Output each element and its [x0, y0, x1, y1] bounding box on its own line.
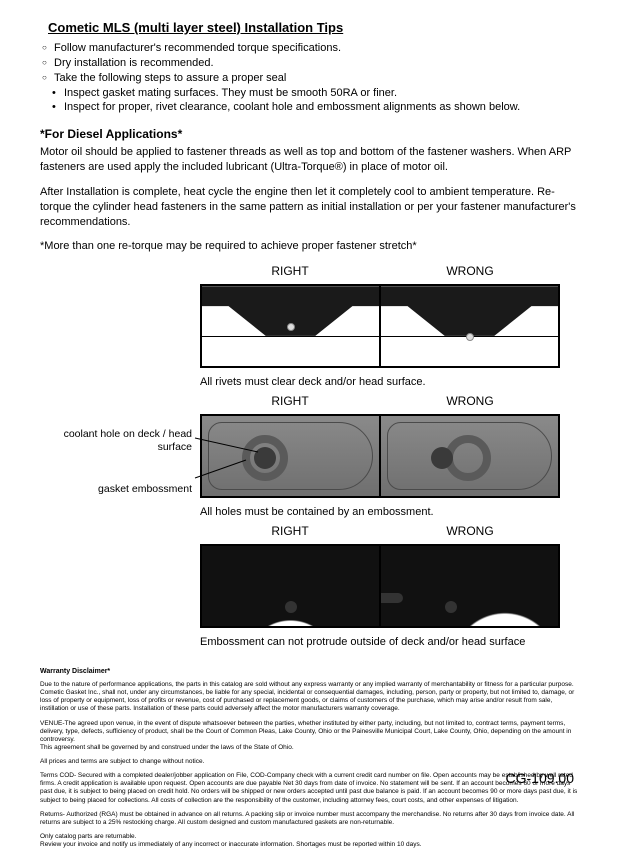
bullet-item: Follow manufacturer's recommended torque…: [42, 41, 578, 56]
caption-embossment: Embossment can not protrude outside of d…: [200, 636, 560, 648]
main-bullet-list: Follow manufacturer's recommended torque…: [42, 41, 578, 86]
diagram-row-rivets: RIGHT WRONG All rivets must clear deck a…: [40, 264, 578, 388]
diesel-heading: *For Diesel Applications*: [40, 127, 578, 141]
label-wrong: WRONG: [380, 524, 560, 538]
diesel-paragraph-1: Motor oil should be applied to fastener …: [40, 145, 578, 175]
diagram-row-embossment: RIGHT WRONG Embossment can not protrude …: [40, 524, 578, 648]
diagram-section: RIGHT WRONG All rivets must clear deck a…: [40, 264, 578, 648]
diagram-hole-right: [200, 414, 381, 498]
warranty-disclaimer: Warranty Disclaimer* Due to the nature o…: [40, 668, 578, 849]
sub-bullet-item: Inspect for proper, rivet clearance, coo…: [52, 100, 578, 115]
bullet-item: Dry installation is recommended.: [42, 56, 578, 71]
sub-bullet-item: Inspect gasket mating surfaces. They mus…: [52, 86, 578, 101]
callout-gasket-embossment: gasket embossment: [40, 483, 192, 496]
document-code: CG-109.00: [506, 770, 574, 786]
diagram-emboss-right: [200, 544, 381, 628]
sub-bullet-list: Inspect gasket mating surfaces. They mus…: [52, 86, 578, 116]
caption-holes: All holes must be contained by an emboss…: [200, 506, 560, 518]
diagram-rivet-wrong: [381, 284, 560, 368]
disclaimer-paragraph: Returns- Authorized (RGA) must be obtain…: [40, 811, 578, 827]
diagram-hole-wrong: [381, 414, 560, 498]
label-right: RIGHT: [200, 264, 380, 278]
diagram-row-holes: coolant hole on deck / head surface gask…: [40, 394, 578, 518]
diesel-note: *More than one re-torque may be required…: [40, 239, 578, 254]
diesel-paragraph-2: After Installation is complete, heat cyc…: [40, 185, 578, 230]
caption-rivets: All rivets must clear deck and/or head s…: [200, 376, 560, 388]
diagram-rivet-right: [200, 284, 381, 368]
label-wrong: WRONG: [380, 394, 560, 408]
bullet-item: Take the following steps to assure a pro…: [42, 71, 578, 86]
disclaimer-paragraph: Due to the nature of performance applica…: [40, 681, 578, 714]
disclaimer-paragraph: All prices and terms are subject to chan…: [40, 758, 578, 766]
label-wrong: WRONG: [380, 264, 560, 278]
disclaimer-paragraph: Only catalog parts are returnable. Revie…: [40, 833, 578, 849]
disclaimer-paragraph: VENUE-The agreed upon venue, in the even…: [40, 720, 578, 753]
disclaimer-heading: Warranty Disclaimer*: [40, 668, 578, 677]
page-title: Cometic MLS (multi layer steel) Installa…: [48, 20, 578, 35]
callout-coolant-hole: coolant hole on deck / head surface: [40, 428, 192, 453]
diagram-emboss-wrong: [381, 544, 560, 628]
label-right: RIGHT: [200, 524, 380, 538]
label-right: RIGHT: [200, 394, 380, 408]
